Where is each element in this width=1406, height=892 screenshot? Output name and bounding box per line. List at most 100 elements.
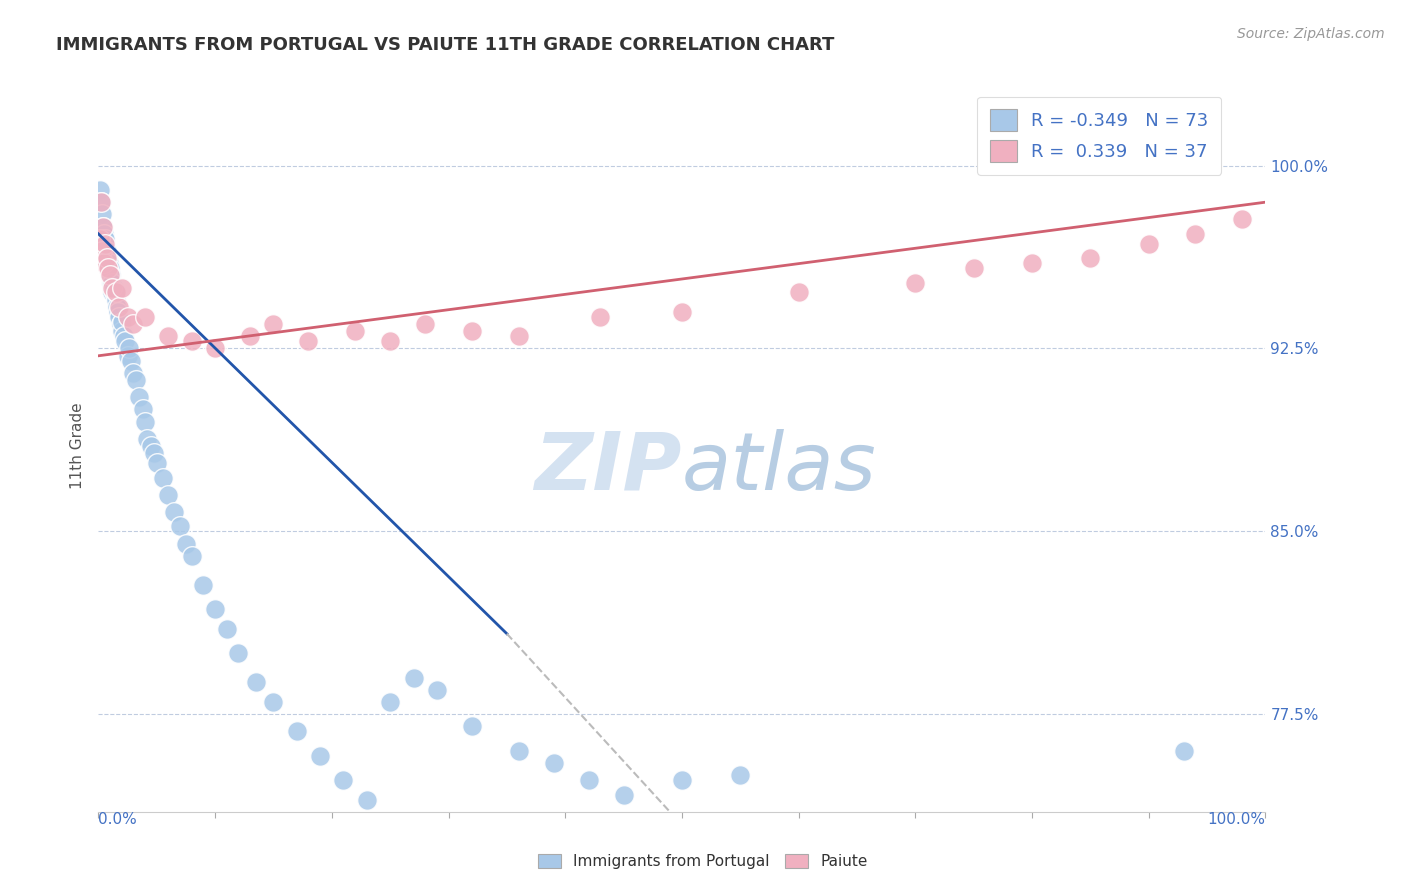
Point xyxy=(787,285,810,300)
Legend: Immigrants from Portugal, Paiute: Immigrants from Portugal, Paiute xyxy=(533,848,873,875)
Point xyxy=(402,671,425,685)
Point xyxy=(157,329,180,343)
Point xyxy=(143,446,166,460)
Point xyxy=(94,236,117,251)
Point xyxy=(297,334,319,348)
Point xyxy=(97,260,120,275)
Point xyxy=(193,578,215,592)
Point xyxy=(94,244,117,258)
Point xyxy=(93,256,115,270)
Point xyxy=(101,285,124,300)
Point xyxy=(94,232,117,246)
Point xyxy=(111,315,134,329)
Point xyxy=(114,334,136,348)
Point xyxy=(589,310,612,324)
Point xyxy=(152,471,174,485)
Point xyxy=(107,305,129,319)
Point xyxy=(110,317,132,331)
Point xyxy=(125,373,148,387)
Point xyxy=(100,276,122,290)
Point xyxy=(103,280,125,294)
Point xyxy=(104,285,127,300)
Point xyxy=(90,219,112,234)
Point xyxy=(332,772,354,787)
Point xyxy=(309,748,332,763)
Point xyxy=(157,488,180,502)
Point xyxy=(962,260,984,275)
Point xyxy=(89,183,111,197)
Point xyxy=(180,549,202,563)
Point xyxy=(1230,212,1253,227)
Text: 100.0%: 100.0% xyxy=(1208,812,1265,827)
Point xyxy=(93,236,115,251)
Point xyxy=(97,263,120,277)
Point xyxy=(671,305,693,319)
Point xyxy=(139,439,162,453)
Point xyxy=(904,276,927,290)
Point xyxy=(204,342,226,356)
Point xyxy=(111,325,134,339)
Point xyxy=(97,252,120,266)
Text: IMMIGRANTS FROM PORTUGAL VS PAIUTE 11TH GRADE CORRELATION CHART: IMMIGRANTS FROM PORTUGAL VS PAIUTE 11TH … xyxy=(56,36,835,54)
Point xyxy=(413,317,436,331)
Point xyxy=(112,329,135,343)
Point xyxy=(90,207,112,221)
Point xyxy=(613,788,636,802)
Point xyxy=(100,268,122,283)
Point xyxy=(245,675,267,690)
Point xyxy=(91,219,114,234)
Point xyxy=(578,772,600,787)
Point xyxy=(117,310,139,324)
Point xyxy=(344,325,367,339)
Point xyxy=(1080,252,1102,266)
Point xyxy=(239,329,262,343)
Point xyxy=(111,280,134,294)
Point xyxy=(146,456,169,470)
Point xyxy=(1173,744,1195,758)
Point xyxy=(108,310,131,324)
Point xyxy=(380,695,402,709)
Point xyxy=(508,329,530,343)
Point xyxy=(93,227,115,241)
Point xyxy=(98,268,121,283)
Point xyxy=(461,719,484,733)
Point xyxy=(120,353,142,368)
Point xyxy=(136,432,159,446)
Point xyxy=(90,244,112,258)
Point xyxy=(215,622,238,636)
Point xyxy=(132,402,155,417)
Text: ZIP: ZIP xyxy=(534,429,682,507)
Point xyxy=(96,252,118,266)
Text: atlas: atlas xyxy=(682,429,877,507)
Point xyxy=(108,300,131,314)
Point xyxy=(543,756,565,770)
Point xyxy=(134,310,156,324)
Point xyxy=(89,232,111,246)
Point xyxy=(204,602,226,616)
Point xyxy=(174,536,197,550)
Point xyxy=(128,390,150,404)
Point xyxy=(1184,227,1206,241)
Point xyxy=(508,744,530,758)
Point xyxy=(101,280,124,294)
Point xyxy=(98,268,121,283)
Point xyxy=(90,195,112,210)
Point xyxy=(122,317,145,331)
Point xyxy=(105,300,128,314)
Point xyxy=(91,219,114,234)
Point xyxy=(1137,236,1160,251)
Point xyxy=(96,244,118,258)
Point xyxy=(1021,256,1043,270)
Legend: R = -0.349   N = 73, R =  0.339   N = 37: R = -0.349 N = 73, R = 0.339 N = 37 xyxy=(977,96,1222,175)
Point xyxy=(671,772,693,787)
Point xyxy=(103,285,125,300)
Y-axis label: 11th Grade: 11th Grade xyxy=(69,402,84,490)
Point xyxy=(91,232,114,246)
Point xyxy=(98,260,121,275)
Point xyxy=(426,682,449,697)
Point xyxy=(104,285,127,300)
Point xyxy=(118,342,141,356)
Point xyxy=(134,415,156,429)
Point xyxy=(730,768,752,782)
Point xyxy=(97,260,120,275)
